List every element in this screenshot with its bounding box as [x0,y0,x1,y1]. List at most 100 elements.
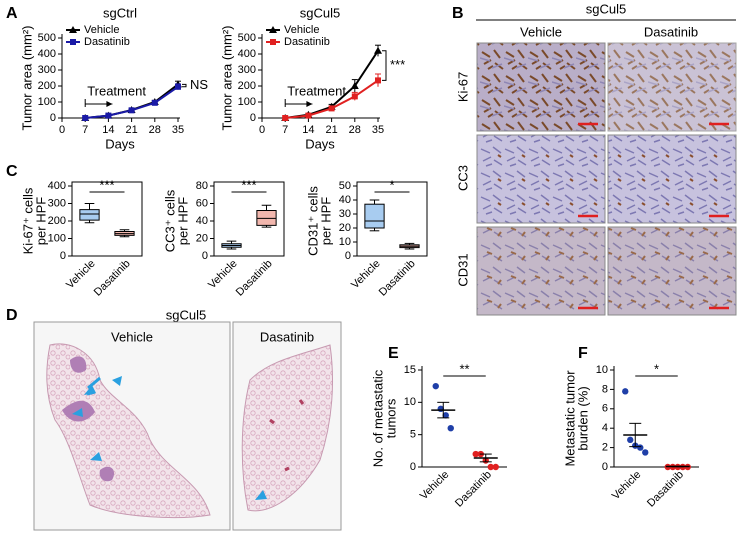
y-axis-label: Tumor area (mm²) [219,26,234,131]
marker [375,77,381,84]
x-tick-label: 7 [82,124,88,136]
y-tick-label: 300 [238,64,256,76]
ihc-title: sgCul5 [586,1,626,16]
x-tick-label: Dasatinib [377,258,418,299]
data-point [432,382,439,390]
y-tick-label: 0 [345,250,351,262]
marker [82,115,89,121]
y-tick-label: 0 [202,250,208,262]
ihc-row: CC3 [455,165,470,191]
y-tick-label: 400 [48,180,66,192]
treatment-label: Treatment [87,83,146,98]
marker [374,46,382,54]
y-tick-label: 0 [50,112,56,124]
y-axis-label: Ki-67⁺ cells [20,187,35,254]
panel-label: D [6,307,18,324]
x-tick-label: 35 [372,124,384,136]
y-axis-label: No. of metastatic [370,369,385,467]
x-axis-label: Days [105,136,135,151]
panel-label: C [6,163,18,180]
legend-label: Vehicle [284,24,319,36]
x-tick-label: 28 [349,124,361,136]
y-tick-label: 40 [196,215,208,227]
y-tick-label: 8 [602,383,608,395]
y-axis-label: burden (%) [575,386,590,450]
x-tick-label: Dasatinib [92,258,133,299]
marker [175,83,181,90]
y-tick-label: 50 [339,180,351,192]
y-tick-label: 200 [238,80,256,92]
y-axis-label: CD31⁺ cells [305,186,320,256]
y-tick-label: 10 [404,396,416,408]
x-tick-label: Vehicle [64,258,98,292]
ihc-images [476,42,737,316]
significance-label: *** [99,177,114,192]
histology-title: sgCul5 [166,307,206,322]
data-point [492,463,499,471]
data-point [642,449,649,456]
y-tick-label: 5 [410,429,416,441]
x-tick-label: Vehicle [418,469,452,503]
y-tick-label: 100 [48,232,66,244]
y-tick-label: 200 [38,80,56,92]
marker [105,112,112,119]
y-tick-label: 80 [196,180,208,192]
marker [128,107,135,114]
panel-label: B [452,5,464,22]
y-tick-label: 0 [60,250,66,262]
significance-label: *** [390,57,405,72]
y-tick-label: 2 [602,442,608,454]
marker [305,112,312,119]
y-tick-label: 200 [48,215,66,227]
panel-label: E [388,345,399,362]
legend-marker [270,39,276,45]
marker [282,115,289,121]
marker [151,99,158,106]
significance-label: * [389,177,394,192]
y-tick-label: 500 [238,32,256,44]
y-tick-label: 30 [339,208,351,220]
y-tick-label: 300 [38,64,56,76]
y-tick-label: 100 [238,96,256,108]
y-tick-label: 400 [238,48,256,60]
panel-label: A [6,5,18,22]
x-axis-label: Days [305,136,335,151]
marker [351,93,358,100]
data-point [637,444,644,451]
box [364,203,385,229]
significance-label: *** [241,177,256,192]
x-tick-label: 0 [259,124,265,136]
legend-label: Dasatinib [284,36,330,48]
y-tick-label: 0 [410,461,416,473]
y-axis-label: per HPF [33,197,48,245]
y-tick-label: 20 [339,222,351,234]
legend-label: Vehicle [84,24,119,36]
ihc-row: Ki-67 [455,72,470,102]
x-tick-label: 0 [59,124,65,136]
x-tick-label: Vehicle [610,469,644,503]
data-point [487,463,494,471]
y-tick-label: 60 [196,197,208,209]
y-tick-label: 20 [196,232,208,244]
y-axis-label: per HPF [318,197,333,245]
ihc-column: Dasatinib [644,24,698,39]
box [79,209,100,221]
arrow-head [106,101,113,107]
legend-marker [269,26,277,33]
y-tick-label: 100 [38,96,56,108]
y-tick-label: 400 [38,48,56,60]
x-tick-label: 21 [125,124,137,136]
significance-label: * [654,361,659,376]
x-tick-label: 14 [102,124,114,136]
data-point [472,450,479,458]
histology-column: Vehicle [111,329,153,344]
legend-label: Dasatinib [84,36,130,48]
x-tick-label: 21 [325,124,337,136]
legend-marker [69,26,77,33]
histology-column: Dasatinib [260,329,314,344]
y-tick-label: 0 [250,112,256,124]
y-tick-label: 300 [48,197,66,209]
ihc-column: Vehicle [520,24,562,39]
marker [328,105,335,112]
